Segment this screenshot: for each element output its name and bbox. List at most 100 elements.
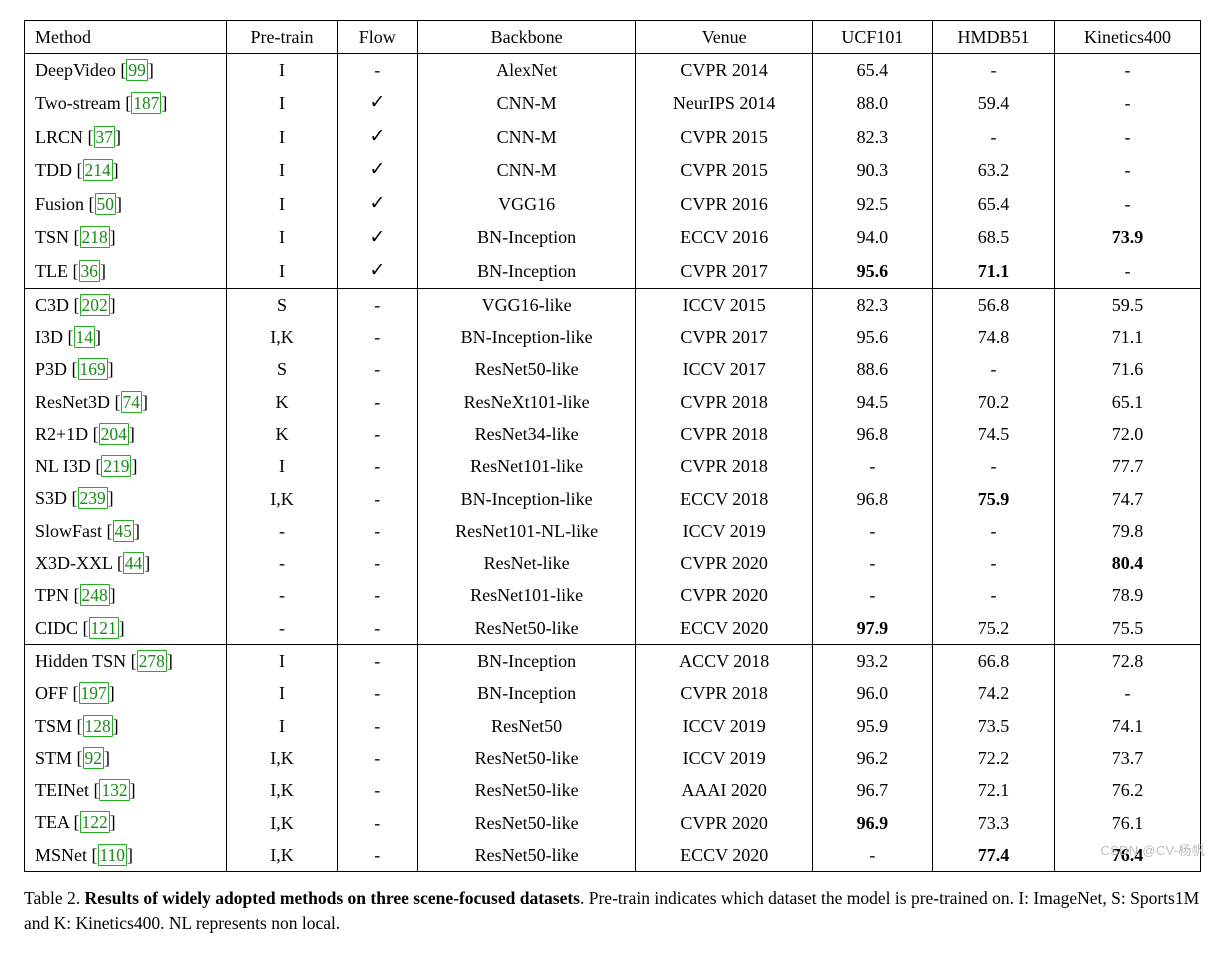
value: ✓ (369, 193, 385, 214)
value: CVPR 2015 (680, 127, 768, 147)
cell-ucf: - (812, 839, 932, 872)
method-name: SlowFast (35, 521, 107, 541)
value: CVPR 2018 (680, 424, 768, 444)
cell-flow: ✓ (337, 254, 417, 288)
citation-link[interactable]: 187 (131, 92, 161, 114)
cell-ucf: - (812, 579, 932, 611)
method-name: MSNet (35, 845, 92, 865)
cell-pretrain: I (227, 86, 338, 120)
cell-hmdb: 72.2 (932, 742, 1054, 774)
value: - (374, 327, 380, 347)
value: CVPR 2020 (680, 553, 768, 573)
citation-link[interactable]: 219 (101, 455, 131, 477)
value: CVPR 2020 (680, 585, 768, 605)
citation-link[interactable]: 239 (78, 487, 108, 509)
cell-pretrain: - (227, 579, 338, 611)
citation-link[interactable]: 37 (94, 126, 115, 148)
value: ECCV 2020 (680, 618, 768, 638)
citation-link[interactable]: 278 (137, 650, 167, 672)
method-name: NL I3D (35, 456, 95, 476)
cell-ucf: - (812, 450, 932, 482)
value: - (374, 456, 380, 476)
cell-kinetics: 80.4 (1055, 547, 1201, 579)
cell-kinetics: 77.7 (1055, 450, 1201, 482)
cell-hmdb: 75.2 (932, 612, 1054, 645)
cell-flow: - (337, 806, 417, 838)
citation-link[interactable]: 218 (80, 226, 110, 248)
citation-link[interactable]: 204 (99, 423, 129, 445)
citation-link[interactable]: 169 (78, 358, 108, 380)
table-row: ResNet3D [74]K-ResNeXt101-likeCVPR 20189… (25, 386, 1201, 418)
value: 78.9 (1112, 585, 1144, 605)
value: ECCV 2018 (680, 489, 768, 509)
citation-link[interactable]: 44 (123, 552, 144, 574)
value: ✓ (369, 126, 385, 147)
citation-link[interactable]: 50 (95, 193, 116, 215)
value: - (374, 60, 380, 80)
value: 82.3 (857, 127, 889, 147)
citation-link[interactable]: 121 (89, 617, 119, 639)
cell-backbone: ResNet50-like (417, 806, 636, 838)
value: 96.9 (857, 813, 889, 833)
citation-link[interactable]: 92 (83, 747, 104, 769)
method-name: TSN (35, 227, 74, 247)
value: BN-Inception (477, 651, 576, 671)
value: - (1125, 127, 1131, 147)
cell-ucf: 65.4 (812, 54, 932, 87)
value: ResNet50-like (475, 813, 579, 833)
value: 96.8 (857, 489, 889, 509)
cell-method: TEINet [132] (25, 774, 227, 806)
table-row: SlowFast [45]--ResNet101-NL-likeICCV 201… (25, 515, 1201, 547)
table-row: CIDC [121]--ResNet50-likeECCV 202097.975… (25, 612, 1201, 645)
cell-venue: CVPR 2016 (636, 187, 812, 221)
cell-kinetics: 78.9 (1055, 579, 1201, 611)
value: ACCV 2018 (679, 651, 769, 671)
cell-flow: ✓ (337, 221, 417, 255)
value: 77.7 (1112, 456, 1144, 476)
value: ✓ (369, 159, 385, 180)
col-hmdb: HMDB51 (932, 21, 1054, 54)
value: - (869, 553, 875, 573)
table-row: MSNet [110]I,K-ResNet50-likeECCV 2020-77… (25, 839, 1201, 872)
value: ECCV 2016 (680, 227, 768, 247)
cell-flow: - (337, 386, 417, 418)
citation-link[interactable]: 122 (80, 811, 110, 833)
value: K (276, 392, 289, 412)
cell-backbone: VGG16-like (417, 288, 636, 321)
table-row: TDD [214]I✓CNN-MCVPR 201590.363.2- (25, 153, 1201, 187)
value: 88.6 (857, 359, 889, 379)
value: 90.3 (857, 160, 889, 180)
citation-link[interactable]: 197 (79, 682, 109, 704)
cell-venue: CVPR 2017 (636, 321, 812, 353)
citation-link[interactable]: 248 (80, 584, 110, 606)
citation-link[interactable]: 128 (83, 715, 113, 737)
method-name: Fusion (35, 194, 89, 214)
table-row: TPN [248]--ResNet101-likeCVPR 2020--78.9 (25, 579, 1201, 611)
value: 80.4 (1112, 553, 1144, 573)
cell-venue: ICCV 2019 (636, 742, 812, 774)
value: ICCV 2019 (683, 716, 766, 736)
value: I (279, 456, 285, 476)
cell-ucf: 95.9 (812, 710, 932, 742)
table-row: TEINet [132]I,K-ResNet50-likeAAAI 202096… (25, 774, 1201, 806)
citation-link[interactable]: 99 (126, 59, 147, 81)
col-backbone: Backbone (417, 21, 636, 54)
value: I (279, 93, 285, 113)
citation-link[interactable]: 45 (113, 520, 134, 542)
citation-link[interactable]: 110 (98, 844, 128, 866)
cell-ucf: 88.6 (812, 353, 932, 385)
col-flow: Flow (337, 21, 417, 54)
cell-flow: - (337, 612, 417, 645)
value: ECCV 2020 (680, 845, 768, 865)
citation-link[interactable]: 74 (121, 391, 142, 413)
citation-link[interactable]: 202 (80, 294, 110, 316)
citation-link[interactable]: 14 (74, 326, 95, 348)
value: I,K (270, 813, 294, 833)
citation-link[interactable]: 214 (83, 159, 113, 181)
citation-link[interactable]: 36 (79, 260, 100, 282)
value: ResNet101-NL-like (455, 521, 598, 541)
cell-flow: - (337, 839, 417, 872)
value: 74.1 (1112, 716, 1144, 736)
cell-venue: CVPR 2020 (636, 579, 812, 611)
citation-link[interactable]: 132 (99, 779, 129, 801)
